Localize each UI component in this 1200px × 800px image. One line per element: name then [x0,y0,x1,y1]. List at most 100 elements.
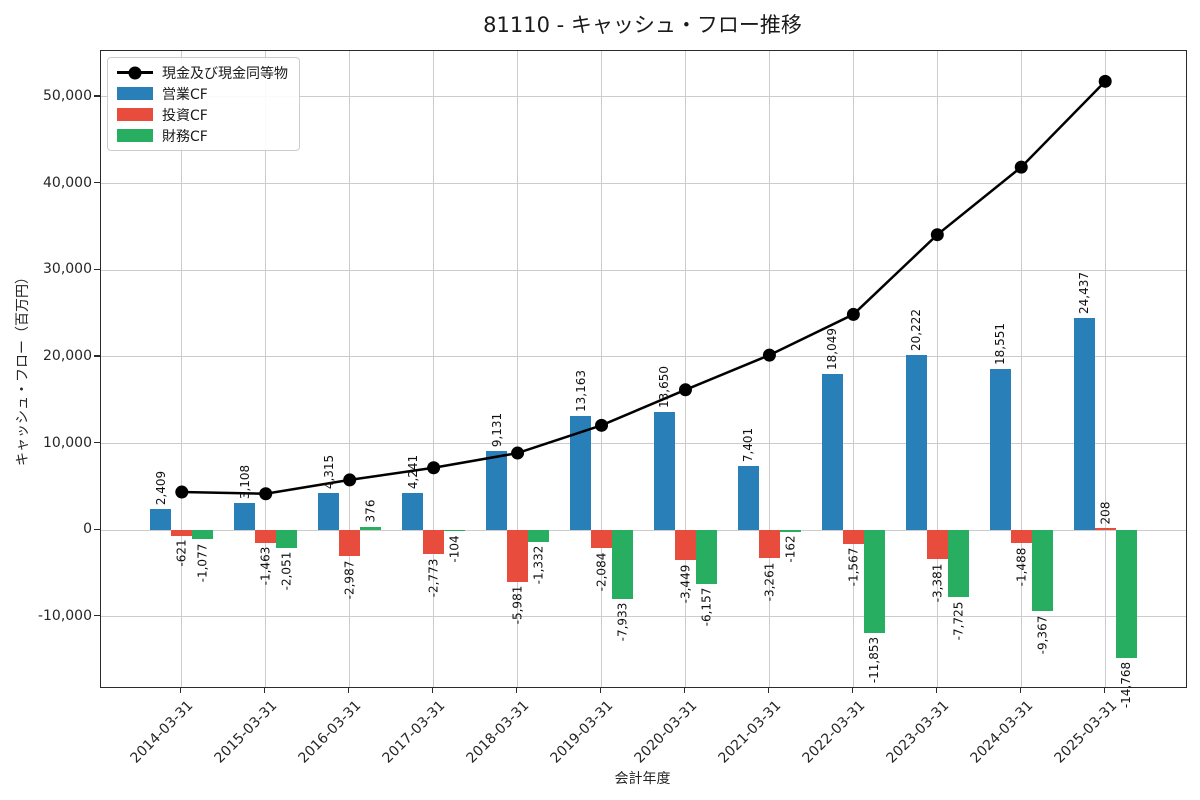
cash-line-chart [175,74,1112,501]
bar-value-label-financing-cf-2021-03-31: -162 [783,535,798,563]
bar-value-label-financing-cf-2025-03-31: -14,768 [1119,661,1134,709]
bar-value-label-investing-cf-2018-03-31: -5,981 [510,586,525,625]
bar-financing-cf-2014-03-31 [192,530,214,540]
bar-financing-cf-2023-03-31 [947,530,969,598]
bar-value-label-financing-cf-2016-03-31: 376 [363,499,378,523]
bar-financing-cf-2022-03-31 [863,530,885,633]
gridline-vertical [349,51,351,687]
x-tick-label: 2015-03-31 [211,697,281,767]
y-tick-mark [94,355,100,357]
line-marker [1098,74,1112,88]
y-tick-label: 30,000 [43,261,92,278]
y-tick-mark [94,441,100,444]
bar-value-label-financing-cf-2015-03-31: -2,051 [279,552,294,591]
gridline-horizontal [101,356,1186,358]
line-marker [595,418,609,432]
bar-operating-cf-2018-03-31 [486,451,508,531]
gridline-horizontal [101,616,1186,618]
bar-value-label-financing-cf-2020-03-31: -6,157 [699,587,714,627]
x-tick-mark [599,687,602,693]
bar-investing-cf-2016-03-31 [339,530,361,557]
bar-value-label-operating-cf-2018-03-31: 9,131 [489,412,504,448]
bar-value-label-financing-cf-2014-03-31: -1,077 [195,543,210,583]
bar-operating-cf-2022-03-31 [821,373,843,531]
x-tick-label: 2019-03-31 [547,697,617,767]
bar-operating-cf-2023-03-31 [905,354,927,531]
y-tick-label: 20,000 [43,347,92,364]
x-tick-mark [1019,687,1021,693]
bar-financing-cf-2021-03-31 [779,530,801,532]
bar-financing-cf-2015-03-31 [276,530,298,548]
x-tick-label: 2020-03-31 [631,697,701,767]
gridline-horizontal [101,529,1186,531]
x-tick-label: 2024-03-31 [967,697,1037,767]
bar-operating-cf-2019-03-31 [570,416,592,531]
bar-value-label-operating-cf-2016-03-31: 4,315 [321,454,336,489]
y-tick-mark [94,528,100,530]
x-tick-label: 2021-03-31 [715,697,785,767]
x-tick-mark [431,687,434,693]
bar-financing-cf-2018-03-31 [528,530,550,542]
line-marker [678,383,692,397]
bar-value-label-operating-cf-2017-03-31: 4,241 [405,455,420,490]
legend-label: 財務CF [162,128,208,145]
bar-value-label-investing-cf-2021-03-31: -3,261 [762,562,777,602]
x-tick-mark [683,687,686,693]
line-marker [427,461,441,475]
bar-value-label-operating-cf-2024-03-31: 18,551 [993,323,1008,366]
line-marker [343,473,357,487]
bar-investing-cf-2024-03-31 [1010,530,1032,544]
bar-operating-cf-2014-03-31 [150,509,172,531]
bar-operating-cf-2020-03-31 [653,411,675,531]
x-tick-mark [264,687,266,693]
x-tick-mark [515,687,518,693]
bar-financing-cf-2019-03-31 [612,530,634,599]
line-marker [846,307,860,321]
bar-investing-cf-2015-03-31 [255,530,277,543]
gridline-vertical [852,51,854,687]
bar-value-label-financing-cf-2018-03-31: -1,332 [531,545,546,585]
x-tick-label: 2023-03-31 [883,697,953,767]
operating-cf-swatch-icon [117,87,153,100]
y-tick-mark [94,268,100,270]
legend-label: 営業CF [162,86,208,103]
bar-investing-cf-2014-03-31 [171,530,193,536]
line-marker [762,348,776,362]
y-tick-mark [94,95,100,97]
bar-value-label-operating-cf-2021-03-31: 7,401 [741,427,756,463]
gridline-vertical [517,51,519,687]
financing-cf-swatch-icon [117,129,153,142]
bar-value-label-operating-cf-2025-03-31: 24,437 [1077,272,1092,315]
chart-title: 81110 - キャッシュ・フロー推移 [483,13,802,37]
bar-value-label-financing-cf-2024-03-31: -9,367 [1035,615,1050,655]
bar-value-label-investing-cf-2019-03-31: -2,084 [594,552,609,592]
bar-value-label-financing-cf-2019-03-31: -7,933 [615,603,630,642]
y-tick-label: 40,000 [43,174,92,191]
gridline-vertical [265,51,267,687]
gridline-vertical [936,51,938,687]
bar-financing-cf-2020-03-31 [695,530,717,584]
line-marker [1014,160,1028,174]
legend-item-investing-cf: 投資CF [117,106,288,124]
bar-investing-cf-2023-03-31 [926,530,948,560]
x-tick-label: 2016-03-31 [295,697,365,767]
y-tick-label: -10,000 [37,607,92,624]
bar-operating-cf-2016-03-31 [318,492,340,531]
bar-value-label-operating-cf-2020-03-31: 13,650 [657,365,672,408]
y-tick-label: 0 [83,521,92,538]
bar-operating-cf-2025-03-31 [1073,318,1095,531]
x-tick-mark [851,687,853,693]
bar-operating-cf-2015-03-31 [234,503,256,531]
legend-item-cash-and-equivalents: 現金及び現金同等物 [117,64,288,82]
gridline-vertical [433,51,435,687]
plot-area: 2,409 3,108 4,315 4,241 9,131 13,163 13,650 7,4… [100,50,1187,708]
bar-investing-cf-2021-03-31 [758,530,780,559]
line-marker [930,228,944,242]
bar-investing-cf-2022-03-31 [842,530,864,544]
bar-value-label-financing-cf-2022-03-31: -11,853 [867,636,882,684]
gridline-horizontal [101,269,1186,271]
bar-value-label-investing-cf-2020-03-31: -3,449 [678,564,693,603]
bar-financing-cf-2024-03-31 [1031,530,1053,612]
x-tick-mark [1103,687,1105,693]
line-marker-icon [128,66,142,79]
